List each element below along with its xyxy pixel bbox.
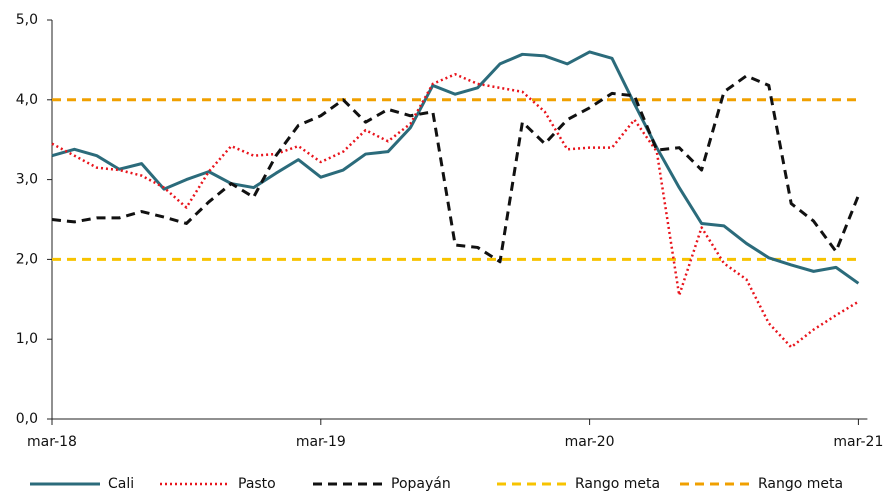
series-line [51, 73, 860, 349]
y-tick-label: 3,0 [16, 172, 38, 188]
legend-label: Pasto [238, 476, 276, 492]
y-tick-label: 4,0 [16, 92, 38, 108]
y-tick-label: 5,0 [16, 12, 38, 28]
legend-label: Rango meta [575, 476, 660, 492]
x-tick-label: mar-18 [27, 434, 77, 450]
series-line [51, 74, 860, 264]
y-tick-label: 0,0 [16, 411, 38, 427]
series-line [51, 50, 860, 285]
y-tick-label: 2,0 [16, 251, 38, 267]
legend-label: Popayán [391, 476, 451, 492]
legend-label: Cali [108, 476, 134, 492]
y-tick-label: 1,0 [16, 331, 38, 347]
legend-label: Rango meta [758, 476, 843, 492]
x-tick-label: mar-19 [296, 434, 346, 450]
x-tick-label: mar-20 [565, 434, 615, 450]
x-tick-label: mar-21 [833, 434, 883, 450]
